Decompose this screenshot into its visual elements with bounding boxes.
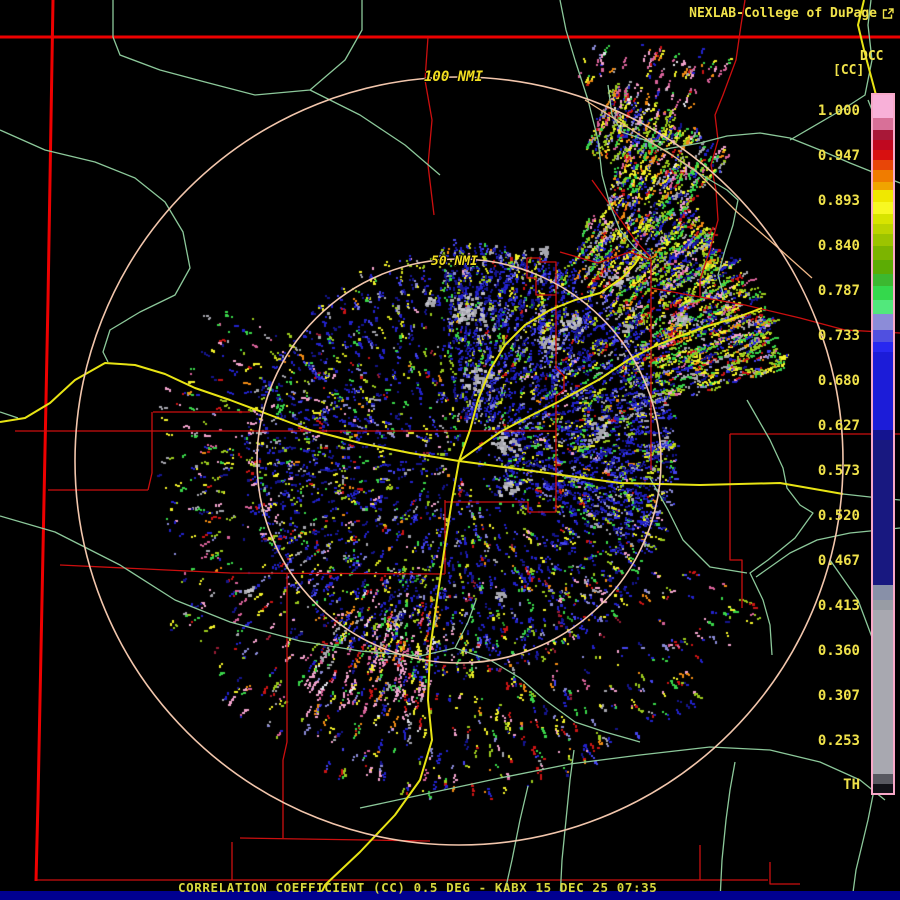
colorbar-segment	[873, 600, 893, 610]
colorbar-segment	[873, 774, 893, 784]
colorbar-segment	[873, 784, 893, 793]
bottom-bar	[0, 891, 900, 900]
colorbar-segment	[873, 246, 893, 260]
site-attribution: NEXLAB-College of DuPage	[689, 6, 894, 21]
scale-tick-label: 0.680	[817, 373, 860, 389]
map-line-road_minor	[789, 0, 873, 141]
site-attribution-text: NEXLAB-College of DuPage	[689, 6, 877, 21]
colorbar-segment	[873, 234, 893, 246]
scale-tick-label: 0.253	[817, 733, 860, 749]
scale-tick-label: 0.787	[817, 283, 860, 299]
colorbar-segment	[873, 300, 893, 314]
map-line-county	[445, 501, 556, 513]
product-footer: CORRELATION COEFFICIENT (CC) 0.5 DEG - K…	[178, 880, 658, 895]
map-line-county	[729, 434, 743, 608]
scale-tick-label: 0.520	[817, 508, 860, 524]
colorbar-segment	[873, 202, 893, 214]
map-line-road_minor	[0, 411, 19, 419]
map-line-road_major	[458, 307, 763, 462]
colorbar-segment	[873, 160, 893, 170]
scale-tick-label: 0.947	[817, 148, 860, 164]
map-line-road_minor	[454, 599, 477, 649]
colorbar-segment	[873, 118, 893, 130]
colorbar-segment	[873, 286, 893, 300]
product-unit-label: [CC]	[833, 63, 865, 78]
map-line-county	[282, 574, 288, 838]
range-ring-label-100nmi: 100 NMI	[424, 69, 484, 85]
map-line-road_minor	[309, 89, 441, 176]
map-line-road_minor	[0, 129, 191, 363]
scale-tick-label: 0.733	[817, 328, 860, 344]
colorbar-segment	[873, 585, 893, 600]
map-line-county	[559, 251, 652, 470]
map-line-road_minor	[649, 477, 748, 574]
colorbar-segment	[873, 330, 893, 342]
map-line-county	[424, 36, 435, 216]
scale-tick-label: 0.627	[817, 418, 860, 434]
map-line-county	[769, 862, 800, 885]
map-line-county	[147, 412, 153, 491]
map-line-road_minor	[112, 0, 363, 96]
product-code-label: DCC	[860, 49, 884, 64]
colorbar	[871, 93, 895, 795]
map-line-road_minor	[607, 84, 739, 301]
scale-tick-label: 0.893	[817, 193, 860, 209]
colorbar-segment	[873, 150, 893, 160]
colorbar-segment	[873, 342, 893, 352]
scale-tick-label: 0.467	[817, 553, 860, 569]
colorbar-segment	[873, 260, 893, 274]
map-line-road_tan	[584, 99, 813, 279]
colorbar-segment	[873, 430, 893, 440]
map-line-road_major	[317, 460, 460, 900]
map-line-county	[650, 287, 900, 334]
scale-tick-label: 0.360	[817, 643, 860, 659]
scale-tick-label: 1.000	[817, 103, 860, 119]
map-line-road_minor	[574, 59, 649, 259]
map-line-county	[591, 179, 652, 259]
map-line-road_minor	[559, 0, 576, 61]
map-line-road_minor	[559, 749, 575, 900]
range-ring	[74, 76, 844, 846]
colorbar-segment	[873, 214, 893, 224]
external-link-icon	[882, 7, 894, 19]
map-line-road_minor	[359, 746, 886, 809]
map-line-road_minor	[746, 399, 814, 656]
map-line-county	[699, 0, 746, 297]
map-line-road_minor	[659, 132, 900, 184]
colorbar-segment	[873, 352, 893, 430]
colorbar-segment	[873, 224, 893, 234]
map-line-state	[34, 0, 55, 882]
colorbar-segment	[873, 190, 893, 202]
scale-tick-label: 0.840	[817, 238, 860, 254]
range-ring	[256, 258, 662, 664]
colorbar-segment	[873, 314, 893, 330]
map-line-road_minor	[719, 761, 736, 900]
colorbar-segment	[873, 182, 893, 190]
colorbar-segment	[873, 130, 893, 140]
colorbar-segment	[873, 170, 893, 182]
scale-tick-label: 0.307	[817, 688, 860, 704]
map-line-road_minor	[0, 515, 641, 743]
colorbar-segment	[873, 610, 893, 774]
map-line-road_major	[857, 0, 877, 96]
colorbar-segment	[873, 95, 893, 118]
scale-tick-label: 0.413	[817, 598, 860, 614]
threshold-label: TH	[843, 777, 860, 793]
map-line-road_major	[458, 255, 641, 462]
colorbar-segment	[873, 440, 893, 585]
map-line-county	[555, 295, 565, 512]
colorbar-segment	[873, 140, 893, 150]
map-line-road_major	[0, 362, 460, 462]
range-ring-label-50nmi: 50 NMI	[431, 254, 478, 269]
colorbar-segment	[873, 274, 893, 286]
map-line-county	[59, 564, 446, 575]
scale-tick-label: 0.573	[817, 463, 860, 479]
